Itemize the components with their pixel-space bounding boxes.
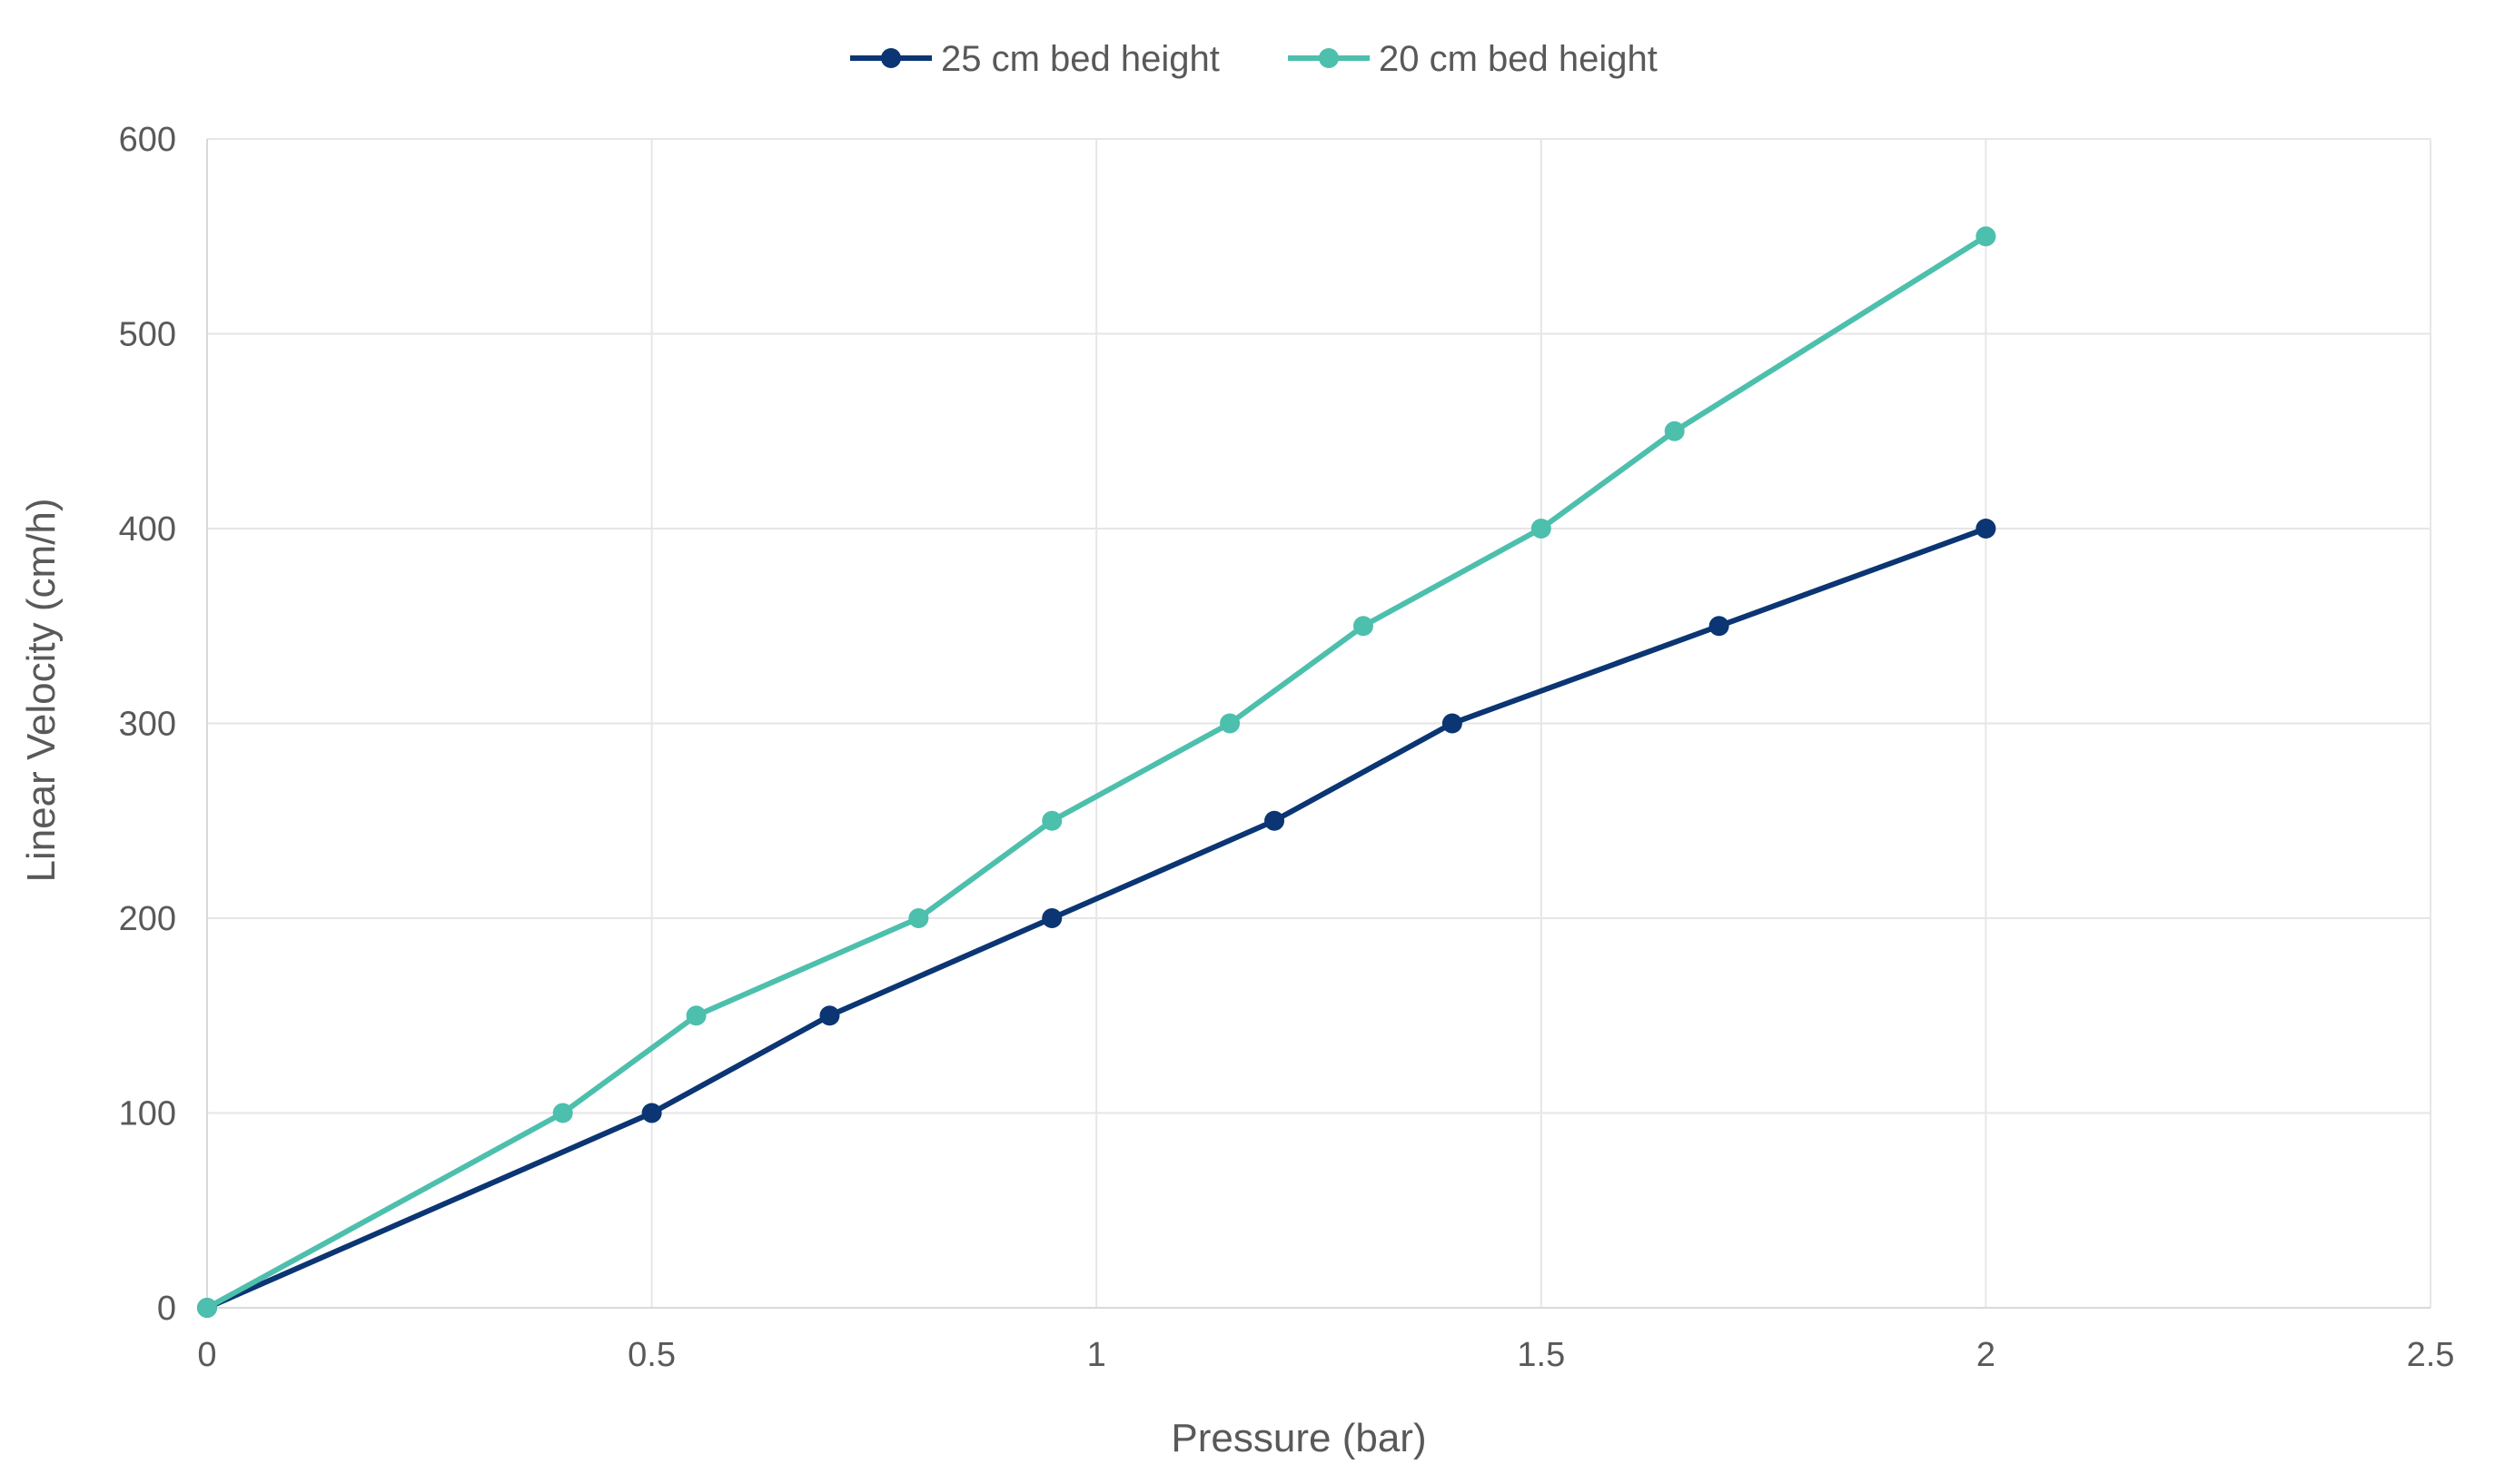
y-tick-label: 400: [119, 510, 176, 549]
legend-item-2[interactable]: 20 cm bed height: [1288, 39, 1658, 79]
series-line: [204, 233, 1989, 1311]
legend-label: 25 cm bed height: [941, 39, 1220, 79]
x-tick-label: 0: [197, 1336, 216, 1374]
series-1: [197, 519, 1996, 1318]
y-tick-label: 100: [119, 1095, 176, 1133]
y-tick-label: 500: [119, 316, 176, 354]
series-2: [197, 226, 1996, 1318]
data-point[interactable]: [1220, 713, 1241, 734]
data-point[interactable]: [908, 908, 929, 928]
data-point[interactable]: [1664, 420, 1685, 441]
x-tick-label: 2.5: [2407, 1336, 2455, 1374]
axes: [206, 139, 2431, 1309]
data-point[interactable]: [819, 1005, 840, 1026]
data-point[interactable]: [1352, 616, 1373, 637]
x-tick-label: 0.5: [628, 1336, 676, 1374]
legend-marker: [881, 48, 901, 68]
series-line: [204, 526, 1989, 1311]
x-tick-label: 2: [1976, 1336, 1995, 1374]
data-point[interactable]: [641, 1103, 662, 1123]
x-axis-title: Pressure (bar): [1171, 1416, 1426, 1460]
y-axis-title: Linear Velocity (cm/h): [19, 498, 64, 882]
data-point[interactable]: [686, 1005, 707, 1026]
tick-labels: 0 100 200 300 400 500 600 0 0.5 1 1.5 2 2.5: [119, 121, 2455, 1374]
data-point[interactable]: [1975, 226, 1996, 247]
legend-marker: [1319, 48, 1339, 68]
legend[interactable]: 25 cm bed height 20 cm bed height: [850, 39, 1658, 79]
data-point[interactable]: [1042, 810, 1063, 831]
data-point[interactable]: [1264, 810, 1285, 831]
series: [197, 226, 1996, 1318]
y-tick-label: 600: [119, 121, 176, 159]
legend-label: 20 cm bed height: [1379, 39, 1658, 79]
y-tick-label: 300: [119, 706, 176, 744]
data-point[interactable]: [1530, 519, 1551, 539]
data-point[interactable]: [1708, 616, 1729, 637]
y-tick-label: 200: [119, 900, 176, 938]
data-point[interactable]: [1042, 908, 1063, 928]
x-tick-label: 1.5: [1517, 1336, 1565, 1374]
y-tick-label: 0: [157, 1290, 176, 1328]
data-point[interactable]: [1441, 713, 1462, 734]
x-tick-label: 1: [1087, 1336, 1106, 1374]
data-point[interactable]: [1975, 519, 1996, 539]
data-point[interactable]: [552, 1103, 573, 1123]
data-point[interactable]: [197, 1298, 217, 1318]
legend-item-1[interactable]: 25 cm bed height: [850, 39, 1220, 79]
gridlines: [207, 138, 2431, 1308]
